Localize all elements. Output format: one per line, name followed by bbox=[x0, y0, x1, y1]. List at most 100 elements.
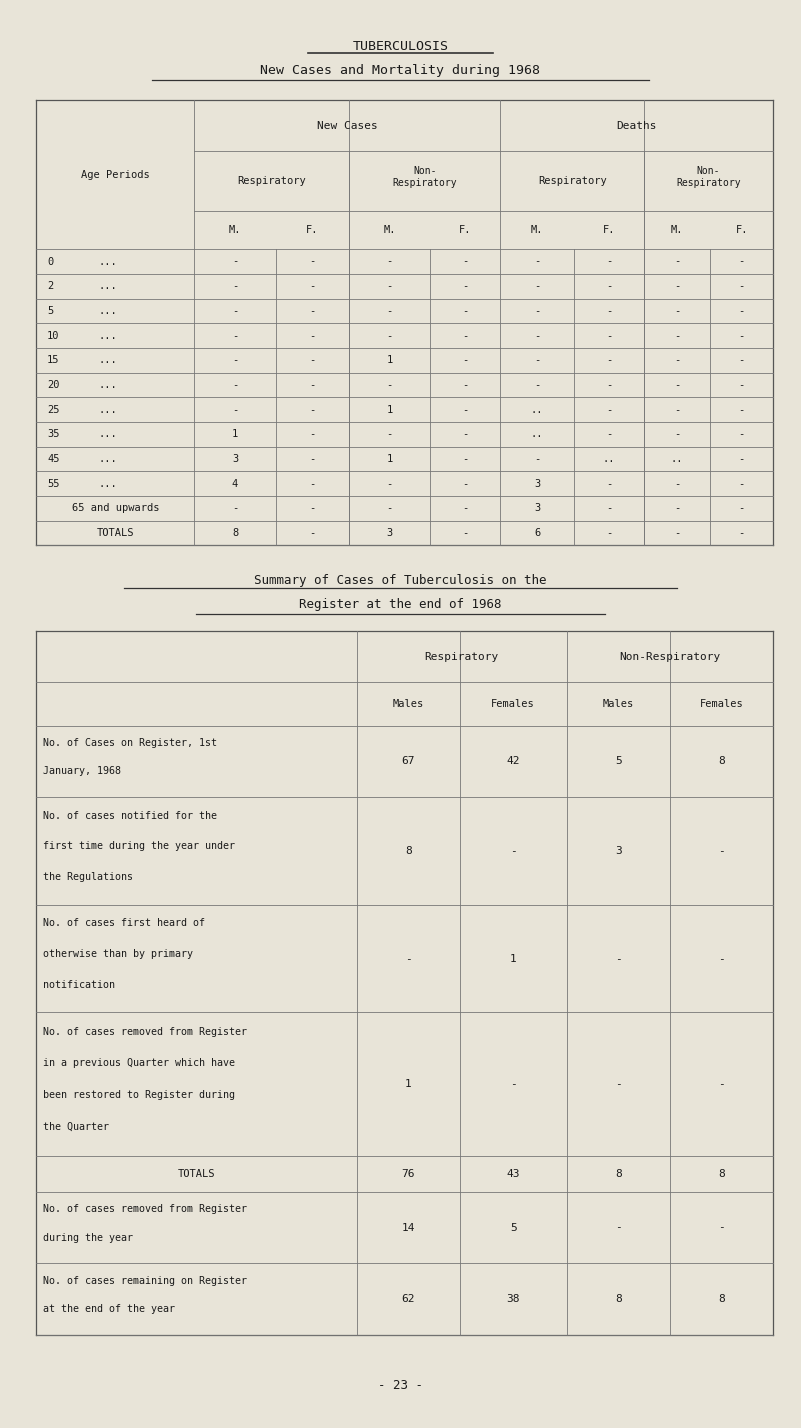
Text: -: - bbox=[462, 404, 469, 414]
Text: 8: 8 bbox=[718, 1294, 725, 1304]
Text: -: - bbox=[231, 306, 238, 316]
Text: 62: 62 bbox=[401, 1294, 415, 1304]
Text: -: - bbox=[309, 380, 316, 390]
Text: M.: M. bbox=[531, 226, 543, 236]
Text: 10: 10 bbox=[47, 331, 59, 341]
Text: 1: 1 bbox=[387, 404, 393, 414]
Text: -: - bbox=[674, 504, 680, 514]
Text: -: - bbox=[739, 281, 745, 291]
Text: 1: 1 bbox=[231, 430, 238, 440]
Text: -: - bbox=[387, 478, 393, 488]
Text: ...: ... bbox=[99, 331, 118, 341]
Text: -: - bbox=[674, 404, 680, 414]
Text: -: - bbox=[462, 356, 469, 366]
Text: No. of Cases on Register, 1st: No. of Cases on Register, 1st bbox=[43, 738, 217, 748]
Text: in a previous Quarter which have: in a previous Quarter which have bbox=[43, 1058, 235, 1068]
Text: Non-Respiratory: Non-Respiratory bbox=[619, 651, 720, 661]
Text: -: - bbox=[309, 404, 316, 414]
Text: ...: ... bbox=[99, 454, 118, 464]
Text: -: - bbox=[615, 1080, 622, 1090]
Text: 8: 8 bbox=[718, 757, 725, 767]
Text: -: - bbox=[387, 306, 393, 316]
Text: No. of cases first heard of: No. of cases first heard of bbox=[43, 918, 205, 928]
Text: -: - bbox=[674, 430, 680, 440]
Text: -: - bbox=[534, 356, 541, 366]
Text: -: - bbox=[231, 504, 238, 514]
Text: -: - bbox=[739, 404, 745, 414]
Text: Respiratory: Respiratory bbox=[537, 176, 606, 186]
Text: Deaths: Deaths bbox=[617, 120, 657, 130]
Text: 3: 3 bbox=[534, 504, 541, 514]
Text: -: - bbox=[309, 257, 316, 267]
Text: -: - bbox=[534, 454, 541, 464]
Text: -: - bbox=[739, 306, 745, 316]
Text: No. of cases removed from Register: No. of cases removed from Register bbox=[43, 1027, 248, 1037]
Text: 20: 20 bbox=[47, 380, 59, 390]
Text: ...: ... bbox=[99, 404, 118, 414]
Text: -: - bbox=[387, 281, 393, 291]
Text: 5: 5 bbox=[47, 306, 54, 316]
Text: the Quarter: the Quarter bbox=[43, 1122, 110, 1132]
Text: -: - bbox=[462, 331, 469, 341]
Text: New Cases: New Cases bbox=[317, 120, 378, 130]
Text: -: - bbox=[739, 356, 745, 366]
Text: -: - bbox=[387, 380, 393, 390]
Text: -: - bbox=[462, 281, 469, 291]
Text: 5: 5 bbox=[615, 757, 622, 767]
Text: 45: 45 bbox=[47, 454, 59, 464]
Text: -: - bbox=[387, 504, 393, 514]
Text: -: - bbox=[739, 257, 745, 267]
Text: New Cases and Mortality during 1968: New Cases and Mortality during 1968 bbox=[260, 64, 541, 77]
Text: ...: ... bbox=[99, 356, 118, 366]
Text: ...: ... bbox=[99, 478, 118, 488]
Text: -: - bbox=[309, 430, 316, 440]
Text: 38: 38 bbox=[506, 1294, 520, 1304]
Text: -: - bbox=[674, 356, 680, 366]
Text: -: - bbox=[309, 306, 316, 316]
Text: -: - bbox=[606, 281, 612, 291]
Text: Females: Females bbox=[491, 698, 535, 708]
Text: -: - bbox=[674, 331, 680, 341]
Text: Age Periods: Age Periods bbox=[81, 170, 150, 180]
Text: -: - bbox=[309, 528, 316, 538]
Text: during the year: during the year bbox=[43, 1232, 134, 1242]
Text: -: - bbox=[231, 331, 238, 341]
Text: 3: 3 bbox=[387, 528, 393, 538]
Text: No. of cases notified for the: No. of cases notified for the bbox=[43, 811, 217, 821]
Text: 1: 1 bbox=[387, 454, 393, 464]
Text: Non-
Respiratory: Non- Respiratory bbox=[392, 166, 457, 187]
Text: -: - bbox=[674, 306, 680, 316]
Text: -: - bbox=[606, 478, 612, 488]
Text: -: - bbox=[739, 331, 745, 341]
Text: -: - bbox=[462, 528, 469, 538]
Text: Respiratory: Respiratory bbox=[425, 651, 499, 661]
Text: -: - bbox=[674, 528, 680, 538]
Text: -: - bbox=[462, 478, 469, 488]
Text: 67: 67 bbox=[401, 757, 415, 767]
Text: -: - bbox=[718, 1080, 725, 1090]
Text: Non-
Respiratory: Non- Respiratory bbox=[676, 166, 741, 187]
Text: -: - bbox=[462, 380, 469, 390]
Text: -: - bbox=[462, 504, 469, 514]
Text: 35: 35 bbox=[47, 430, 59, 440]
Text: -: - bbox=[405, 954, 412, 964]
Text: -: - bbox=[462, 306, 469, 316]
Text: -: - bbox=[615, 1222, 622, 1232]
Text: -: - bbox=[309, 454, 316, 464]
Text: Register at the end of 1968: Register at the end of 1968 bbox=[300, 598, 501, 611]
Text: -: - bbox=[739, 478, 745, 488]
Text: M.: M. bbox=[671, 226, 683, 236]
Text: ...: ... bbox=[99, 380, 118, 390]
Text: 65 and upwards: 65 and upwards bbox=[71, 504, 159, 514]
Text: -: - bbox=[387, 331, 393, 341]
Text: -: - bbox=[606, 504, 612, 514]
Text: -: - bbox=[718, 845, 725, 855]
Text: -: - bbox=[387, 430, 393, 440]
Text: 8: 8 bbox=[231, 528, 238, 538]
Text: -: - bbox=[739, 430, 745, 440]
Text: -: - bbox=[309, 281, 316, 291]
Text: first time during the year under: first time during the year under bbox=[43, 841, 235, 851]
Text: 3: 3 bbox=[534, 478, 541, 488]
Text: -: - bbox=[309, 478, 316, 488]
Text: TUBERCULOSIS: TUBERCULOSIS bbox=[352, 40, 449, 53]
